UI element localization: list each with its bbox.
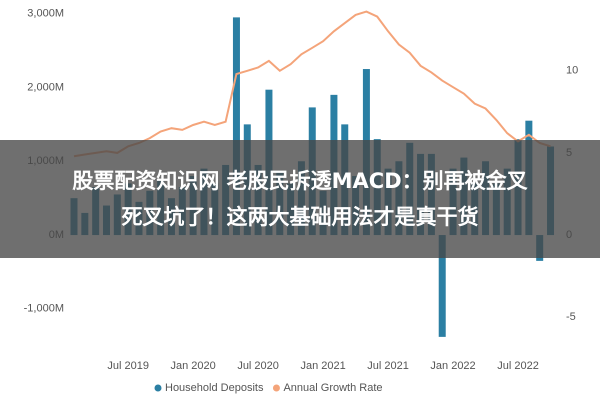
x-tick-label: Jan 2022 xyxy=(430,360,475,372)
legend-label: Household Deposits xyxy=(165,382,264,394)
headline-line: 股票配资知识网 老股民拆透MACD：别再被金叉 xyxy=(72,169,528,193)
line xyxy=(73,10,551,158)
x-tick-label: Jul 2022 xyxy=(497,360,539,372)
y-tick-label: 3,000M xyxy=(27,8,64,20)
y-tick-label: 2,000M xyxy=(27,81,64,93)
x-tick-label: Jul 2019 xyxy=(107,360,149,372)
y2-tick-label: -5 xyxy=(566,311,576,323)
headline-line: 死叉坑了！这两大基础用法才是真干货 xyxy=(121,205,479,229)
x-tick-label: Jul 2020 xyxy=(237,360,279,372)
x-tick-label: Jan 2021 xyxy=(300,360,345,372)
y-tick-label: -1,000M xyxy=(24,303,64,315)
legend-label: Annual Growth Rate xyxy=(283,382,382,394)
x-tick-label: Jul 2021 xyxy=(367,360,409,372)
legend-swatch xyxy=(272,384,280,392)
bar xyxy=(232,17,240,236)
y2-tick-label: 10 xyxy=(566,65,578,77)
legend-swatch xyxy=(154,384,162,392)
x-tick-label: Jan 2020 xyxy=(170,360,215,372)
headline-banner: 股票配资知识网 老股民拆透MACD：别再被金叉 死叉坑了！这两大基础用法才是真干… xyxy=(0,140,600,258)
bar xyxy=(438,235,446,337)
